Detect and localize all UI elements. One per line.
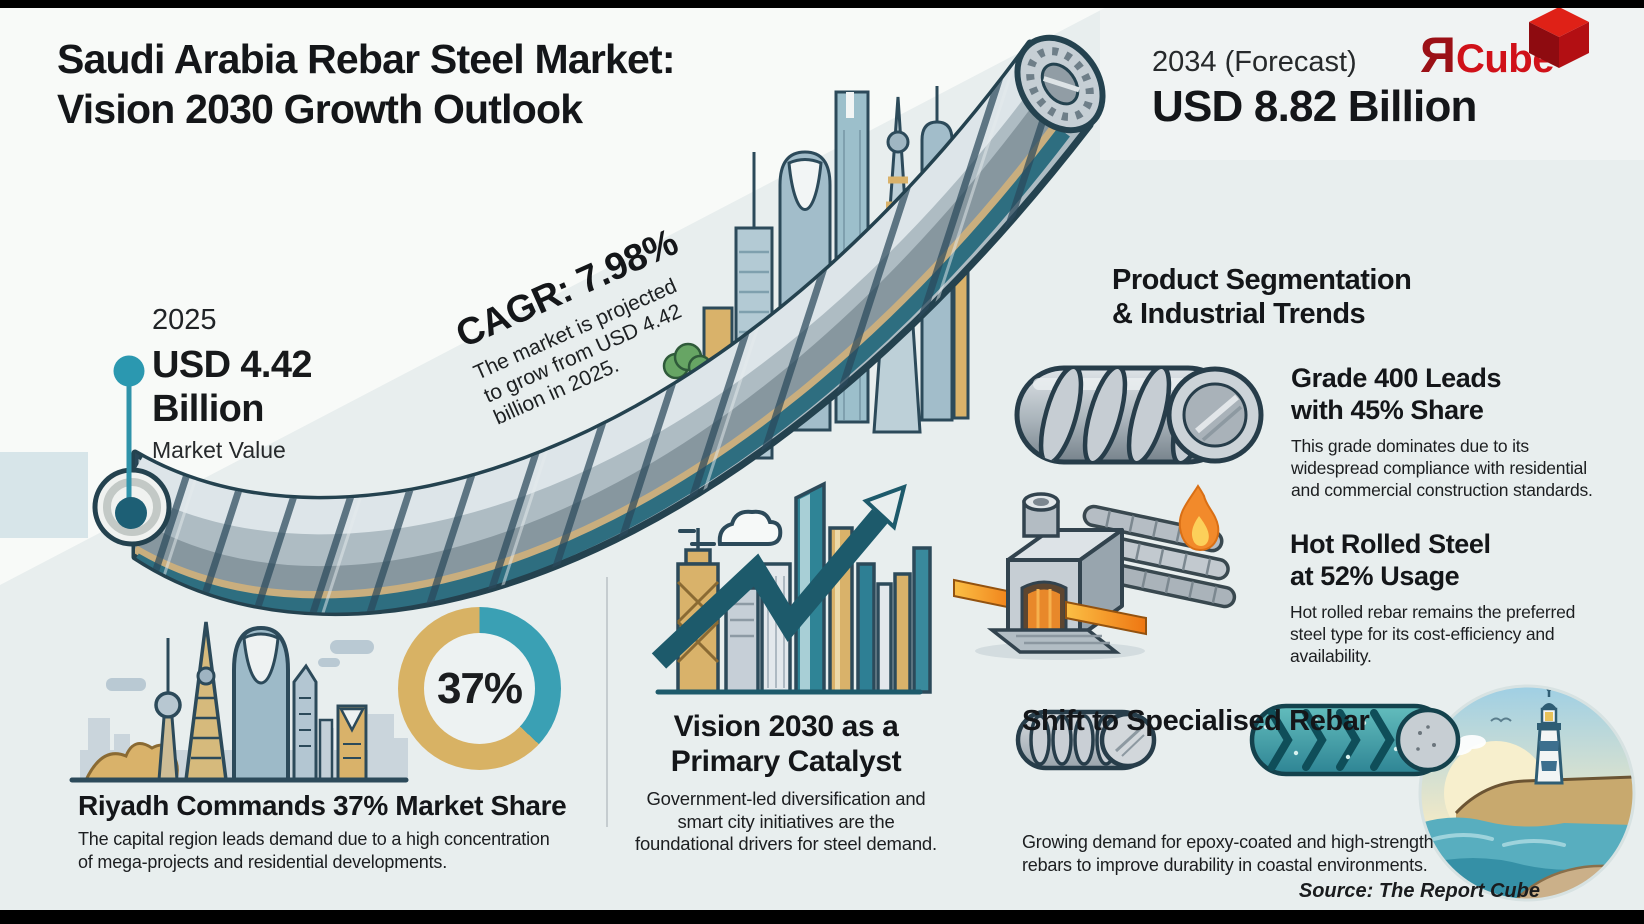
base-year-value-line1: USD 4.42 — [152, 344, 313, 386]
background-left-patch — [0, 452, 88, 538]
grade-body: This grade dominates due to its widespre… — [1291, 435, 1593, 501]
base-year-marker — [113, 355, 147, 529]
growth-arrow-icon — [651, 483, 907, 669]
riyadh-title: Riyadh Commands 37% Market Share — [78, 790, 567, 821]
lighthouse-icon — [1534, 686, 1564, 785]
riyadh-share-donut-hole: 37% — [424, 633, 535, 744]
forecast-value: USD 8.82 Billion — [1152, 82, 1477, 131]
riyadh-skyline-illustration — [69, 621, 409, 783]
hot-steel-bar — [953, 578, 1023, 612]
kingdom-centre-icon — [232, 625, 290, 782]
cagr-callout: CAGR: 7.98% The market is projected to g… — [450, 221, 717, 431]
rebar-start-cap-icon — [92, 467, 172, 547]
page-title: Saudi Arabia Rebar Steel Market: Vision … — [57, 34, 676, 134]
riyadh-share-donut-ring: 37% — [398, 607, 561, 770]
flame-icon — [1178, 484, 1220, 552]
source-credit: Source: The Report Cube — [1298, 880, 1540, 902]
page-title-line2: Vision 2030 Growth Outlook — [57, 86, 583, 133]
kingdom-tower-icon — [778, 150, 832, 432]
steel-rods-icon — [1082, 504, 1237, 609]
base-year-caption: Market Value — [152, 437, 286, 464]
vision-body: Government-led diversification and smart… — [635, 787, 937, 855]
hot-steel-bar-exit — [1065, 600, 1147, 636]
water-tower-icon — [154, 638, 182, 782]
marker-dot-top — [113, 355, 145, 387]
vision-2030-illustration — [651, 481, 932, 695]
grade-item: Grade 400 Leads with 45% Share This grad… — [1291, 362, 1593, 501]
grade-title: Grade 400 Leads with 45% Share — [1291, 363, 1502, 426]
marker-dot-bottom — [115, 497, 147, 529]
base-year-value-line2: Billion — [152, 388, 265, 431]
page-title-line1: Saudi Arabia Rebar Steel Market: — [57, 36, 676, 82]
hot-rolled-item: Hot Rolled Steel at 52% Usage Hot rolled… — [1290, 528, 1575, 667]
riyadh-body: The capital region leads demand due to a… — [78, 829, 550, 872]
top-letterbox-bar — [0, 0, 1644, 8]
base-year-label: 2025 — [152, 304, 217, 336]
specialised-heading: Shift to Specialised Rebar — [1022, 705, 1370, 737]
base-year-callout: 2025 USD 4.42 Billion Market Value — [152, 304, 313, 464]
vision-title: Vision 2030 as a Primary Catalyst — [670, 710, 902, 778]
hot-rolled-title: Hot Rolled Steel at 52% Usage — [1290, 529, 1491, 592]
segmentation-heading: Product Segmentation & Industrial Trends — [1112, 264, 1412, 330]
top-skyline-illustration — [662, 86, 970, 460]
sun-icon — [1444, 741, 1548, 845]
riyadh-share-value: 37% — [436, 663, 523, 713]
section-divider — [606, 577, 608, 827]
cloud-icon — [1432, 735, 1486, 756]
logo-mark-letter: Я — [1420, 27, 1456, 83]
city-buildings-icon — [676, 481, 932, 694]
faisaliah-tower-icon — [184, 621, 228, 782]
pyramid-tower-icon — [872, 96, 922, 434]
dune-icon — [83, 742, 179, 782]
rebar-end-cap-icon — [1014, 34, 1106, 134]
hot-rolling-machine-icon — [953, 484, 1237, 660]
grade-rebar-icon — [1014, 365, 1264, 465]
cloud-icon — [106, 640, 374, 691]
coastal-scene-icon — [1420, 686, 1634, 900]
logo-cube-icon — [1529, 7, 1589, 68]
specialised-body: Growing demand for epoxy-coated and high… — [1022, 832, 1434, 875]
bird-icon — [1490, 717, 1512, 723]
hot-rolled-body: Hot rolled rebar remains the preferred s… — [1290, 601, 1576, 667]
bottom-letterbox-bar — [0, 910, 1644, 924]
vision-item: Vision 2030 as a Primary Catalyst Govern… — [615, 710, 957, 856]
cloud-icon — [678, 509, 783, 546]
